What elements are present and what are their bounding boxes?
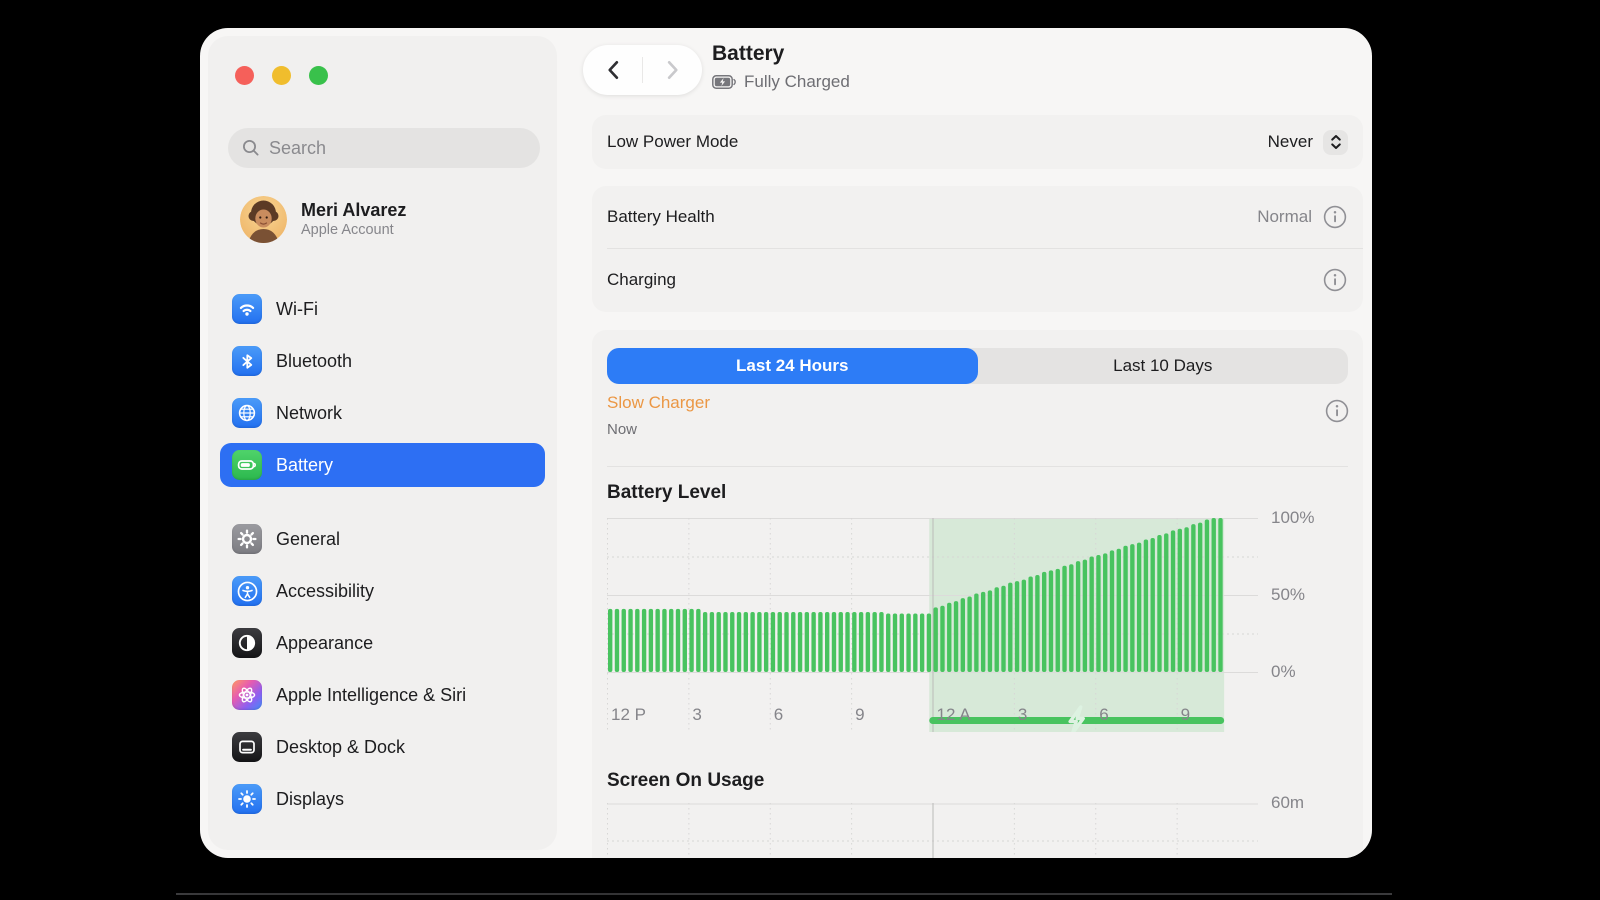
- sidebar-item-label: General: [276, 528, 341, 549]
- battery-status-text: Fully Charged: [744, 72, 850, 91]
- x-tick-label: 6: [1099, 705, 1109, 724]
- info-icon: [1323, 268, 1347, 292]
- sidebar-item-appearance[interactable]: Appearance: [220, 621, 545, 665]
- sidebar-item-label: Desktop & Dock: [276, 736, 406, 757]
- section-divider: [607, 466, 1348, 467]
- x-tick-label: 9: [855, 705, 865, 724]
- battery-level-title: Battery Level: [607, 482, 727, 503]
- x-tick-label: 3: [1017, 705, 1028, 724]
- battery-icon: [232, 450, 262, 480]
- low-power-mode-popup-button[interactable]: [1323, 129, 1348, 155]
- slow-charger-time: Now: [607, 421, 638, 438]
- displays-icon: [232, 784, 262, 814]
- sidebar-item-general[interactable]: General: [220, 517, 545, 561]
- sidebar-item-label: Network: [276, 402, 343, 423]
- account-row[interactable]: Meri Alvarez Apple Account: [240, 196, 406, 243]
- battery-health-row: Battery Health Normal: [592, 186, 1363, 248]
- tab-last-10-days[interactable]: Last 10 Days: [1113, 356, 1213, 375]
- nav-divider: [642, 57, 643, 83]
- sidebar-item-label: Bluetooth: [276, 350, 353, 371]
- page-title: Battery: [712, 42, 785, 65]
- slow-charger-info-button[interactable]: [1324, 398, 1350, 429]
- apple-intelligence-icon: [232, 680, 262, 710]
- search-placeholder: Search: [269, 137, 327, 158]
- sidebar-item-label: Apple Intelligence & Siri: [276, 684, 467, 705]
- desktop-dock-icon: [232, 732, 262, 762]
- wifi-icon: [232, 294, 262, 324]
- sidebar-item-battery[interactable]: Battery: [220, 443, 545, 487]
- traffic-lights: [235, 66, 328, 85]
- accessibility-icon: [232, 576, 262, 606]
- sidebar-item-label: Displays: [276, 788, 345, 809]
- zoom-button[interactable]: [309, 66, 328, 85]
- time-range-segmented-control: Last 24 Hours Last 10 Days: [607, 348, 1348, 384]
- battery-health-info-button[interactable]: [1322, 204, 1348, 230]
- minimize-button[interactable]: [272, 66, 291, 85]
- account-name: Meri Alvarez: [301, 200, 407, 220]
- x-tick-label: 12 P: [611, 705, 646, 724]
- row-divider: [607, 248, 1363, 249]
- sidebar-item-desktop-dock[interactable]: Desktop & Dock: [220, 725, 545, 769]
- info-icon: [1325, 399, 1349, 423]
- x-tick-label: 6: [773, 705, 784, 724]
- sidebar-item-bluetooth[interactable]: Bluetooth: [220, 339, 545, 383]
- sidebar-item-network[interactable]: Network: [220, 391, 545, 435]
- battery-health-value: Normal: [1257, 207, 1312, 226]
- low-power-mode-label: Low Power Mode: [607, 132, 739, 151]
- sidebar-item-label: Wi-Fi: [276, 298, 318, 319]
- y-tick-label: 50%: [1271, 585, 1306, 604]
- forward-button[interactable]: [643, 45, 702, 95]
- usage-card: Last 24 Hours Last 10 Days Slow Charger …: [592, 330, 1363, 858]
- gear-icon: [232, 524, 262, 554]
- charging-battery-icon: [712, 75, 736, 89]
- screen-on-usage-chart: [607, 803, 1258, 858]
- sidebar-item-wifi[interactable]: Wi-Fi: [220, 287, 545, 331]
- slow-charger-label: Slow Charger: [607, 393, 710, 412]
- battery-health-card: Battery Health Normal Charging: [592, 186, 1363, 312]
- sidebar-item-label: Accessibility: [276, 580, 375, 601]
- battery-level-chart: [607, 518, 1258, 732]
- y-tick-label: 100%: [1271, 508, 1315, 527]
- search-input[interactable]: Search: [228, 128, 540, 168]
- x-tick-label: 12 A: [936, 705, 971, 724]
- charging-info-button[interactable]: [1322, 267, 1348, 293]
- back-button[interactable]: [583, 45, 642, 95]
- chevron-up-down-icon: [1330, 135, 1341, 149]
- appearance-icon: [232, 628, 262, 658]
- charging-label: Charging: [607, 270, 676, 289]
- battery-settings-pane: Low Power Mode Never Battery Health Norm…: [592, 28, 1363, 858]
- globe-icon: [232, 398, 262, 428]
- sidebar-item-label: Battery: [276, 454, 334, 475]
- y-tick-label: 0%: [1271, 662, 1296, 681]
- x-tick-label: 3: [692, 705, 702, 724]
- x-tick-label: 9: [1180, 705, 1191, 724]
- sidebar: Search Meri Alvarez Apple Account: [208, 36, 557, 850]
- sidebar-item-accessibility[interactable]: Accessibility: [220, 569, 545, 613]
- charging-row: Charging: [592, 249, 1363, 311]
- tab-last-24-hours[interactable]: Last 24 Hours: [607, 348, 978, 384]
- info-icon: [1323, 205, 1347, 229]
- screen-chart-y-axis: 60m: [1271, 793, 1305, 812]
- close-button[interactable]: [235, 66, 254, 85]
- low-power-mode-row: Low Power Mode Never: [592, 115, 1363, 169]
- low-power-mode-value: Never: [1267, 132, 1313, 151]
- battery-status: Fully Charged: [712, 72, 850, 92]
- low-power-mode-card: Low Power Mode Never: [592, 115, 1363, 169]
- bluetooth-icon: [232, 346, 262, 376]
- sidebar-nav: Wi-Fi Bluetooth Netw: [220, 287, 545, 829]
- sidebar-item-apple-intelligence-siri[interactable]: Apple Intelligence & Siri: [220, 673, 545, 717]
- sidebar-item-label: Appearance: [276, 632, 374, 653]
- system-settings-window: Search Meri Alvarez Apple Account: [200, 28, 1372, 858]
- nav-buttons: [583, 45, 702, 95]
- battery-health-label: Battery Health: [607, 207, 715, 226]
- avatar: [240, 196, 287, 243]
- screen-bottom-edge: [176, 893, 1392, 895]
- screen-on-usage-title: Screen On Usage: [607, 770, 765, 791]
- sidebar-item-displays[interactable]: Displays: [220, 777, 545, 821]
- account-subtitle: Apple Account: [301, 222, 394, 238]
- search-icon: [242, 139, 260, 157]
